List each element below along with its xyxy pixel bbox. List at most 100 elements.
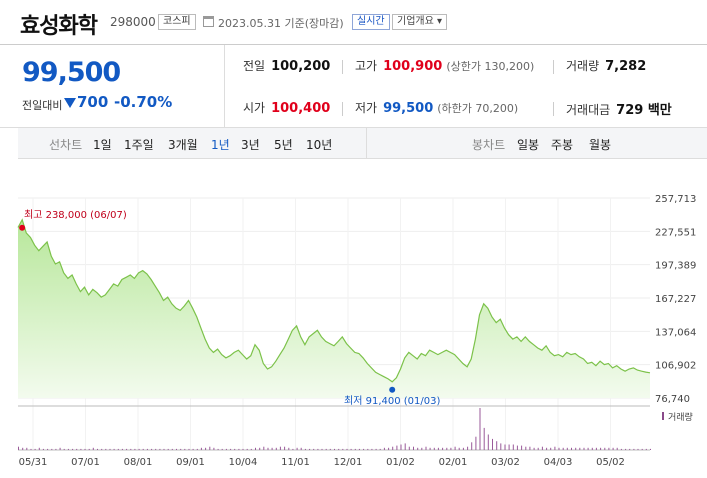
volume-bars — [18, 408, 651, 450]
volume-bar — [383, 447, 385, 450]
volume-bar — [637, 448, 639, 450]
volume-bar — [88, 448, 90, 450]
volume-bar — [151, 448, 153, 450]
volume-bar — [242, 448, 244, 450]
tab-3year[interactable]: 3년 — [241, 138, 260, 152]
volume-bar — [117, 448, 119, 450]
tab-5year[interactable]: 5년 — [274, 138, 293, 152]
volume-bar — [562, 447, 564, 450]
volume-bar — [321, 448, 323, 450]
tab-daily-candle[interactable]: 일봉 — [517, 138, 540, 152]
x-tick-label: 10/04 — [229, 457, 258, 468]
volume-bar — [63, 448, 65, 450]
volume-bar — [558, 447, 560, 450]
volume-bar — [483, 427, 485, 450]
volume-bar — [217, 448, 219, 450]
volume-bar — [92, 447, 94, 450]
volume-bar — [625, 448, 627, 450]
volume-bar — [421, 447, 423, 450]
y-tick-label: 257,713 — [655, 194, 696, 205]
down-triangle-icon — [64, 98, 76, 108]
volume-bar — [429, 447, 431, 450]
volume-bar — [292, 448, 294, 450]
stat-open: 시가 100,400 — [243, 101, 331, 116]
volume-bar — [284, 446, 286, 450]
volume-bar — [417, 447, 419, 450]
volume-bar — [413, 446, 414, 450]
tab-10year[interactable]: 10년 — [306, 138, 333, 152]
current-price: 99,500 — [22, 57, 121, 88]
realtime-button[interactable]: 실시간 — [352, 14, 390, 30]
tab-3month[interactable]: 3개월 — [168, 138, 198, 152]
stat-low: 저가 99,500 (하한가 70,200) — [355, 101, 519, 116]
volume-bar — [512, 444, 514, 450]
tab-monthly-candle[interactable]: 월봉 — [589, 138, 612, 152]
volume-bar — [575, 447, 577, 450]
volume-bar — [629, 448, 631, 450]
volume-bar — [304, 448, 306, 450]
volume-bar — [275, 447, 277, 450]
volume-bar — [51, 448, 53, 450]
volume-bar — [55, 448, 57, 450]
volume-bar — [537, 447, 539, 450]
x-tick-label: 05/02 — [596, 457, 625, 468]
x-tick-label: 05/31 — [19, 457, 48, 468]
price-chart: 257,713 227,551 197,389 167,227 137,064 106,9… — [17, 194, 696, 468]
x-tick-label: 08/01 — [124, 457, 153, 468]
volume-bar — [192, 448, 194, 450]
volume-bar — [167, 448, 169, 450]
volume-bar — [446, 447, 448, 450]
y-tick-label: 167,227 — [655, 294, 696, 305]
volume-bar — [159, 448, 161, 450]
volume-bar — [650, 448, 651, 450]
volume-bar — [566, 447, 568, 450]
volume-bar — [188, 448, 190, 450]
volume-bar — [267, 447, 269, 450]
x-tick-label: 12/01 — [334, 457, 363, 468]
volume-bar — [437, 447, 439, 450]
stat-volume: 거래량 7,282 — [566, 59, 647, 74]
price-diff: 700 — [77, 93, 109, 111]
stat-amount: 거래대금 729 백만 — [566, 103, 672, 118]
volume-bar — [604, 447, 606, 450]
volume-bar — [392, 446, 394, 450]
volume-bar — [300, 447, 302, 450]
volume-bar — [404, 443, 406, 450]
tab-1week[interactable]: 1주일 — [124, 138, 154, 152]
tab-1day[interactable]: 1일 — [93, 138, 112, 152]
low-annotation: 최저 91,400 (01/03) — [344, 395, 440, 407]
x-tick-label: 04/03 — [544, 457, 573, 468]
volume-bar — [196, 448, 198, 450]
volume-bar — [22, 447, 24, 450]
price-change-rate: -0.70% — [114, 93, 173, 111]
y-tick-label: 227,551 — [655, 227, 696, 238]
volume-bar — [271, 447, 273, 450]
volume-bar — [521, 445, 523, 450]
volume-legend-mark — [662, 412, 664, 420]
volume-bar — [238, 448, 240, 450]
tab-1year[interactable]: 1년 — [211, 138, 230, 152]
stat-prev-close: 전일 100,200 — [243, 59, 331, 74]
volume-bar — [433, 447, 435, 450]
volume-bar — [113, 448, 115, 450]
volume-bar — [462, 447, 464, 450]
volume-bar — [296, 447, 298, 450]
x-tick-label: 02/01 — [439, 457, 468, 468]
price-area — [18, 219, 650, 398]
volume-bar — [375, 448, 377, 450]
company-info-dropdown[interactable]: 기업개요 ▾ — [392, 14, 447, 30]
volume-bar — [379, 448, 381, 450]
volume-bar — [504, 444, 506, 450]
x-tick-label: 01/02 — [386, 457, 415, 468]
volume-bar — [425, 446, 427, 450]
volume-bar — [134, 448, 136, 450]
tab-weekly-candle[interactable]: 주봉 — [551, 138, 574, 152]
x-tick-label: 11/01 — [281, 457, 310, 468]
volume-bar — [130, 448, 132, 450]
volume-bar — [180, 448, 182, 450]
volume-bar — [109, 448, 111, 450]
volume-bar — [38, 447, 40, 450]
volume-bar — [313, 448, 315, 450]
chart-period-tabs: 선차트 1일 1주일 3개월 1년 3년 5년 10년 봉차트 일봉 주봉 월봉 — [18, 128, 707, 159]
volume-bar — [288, 447, 290, 450]
